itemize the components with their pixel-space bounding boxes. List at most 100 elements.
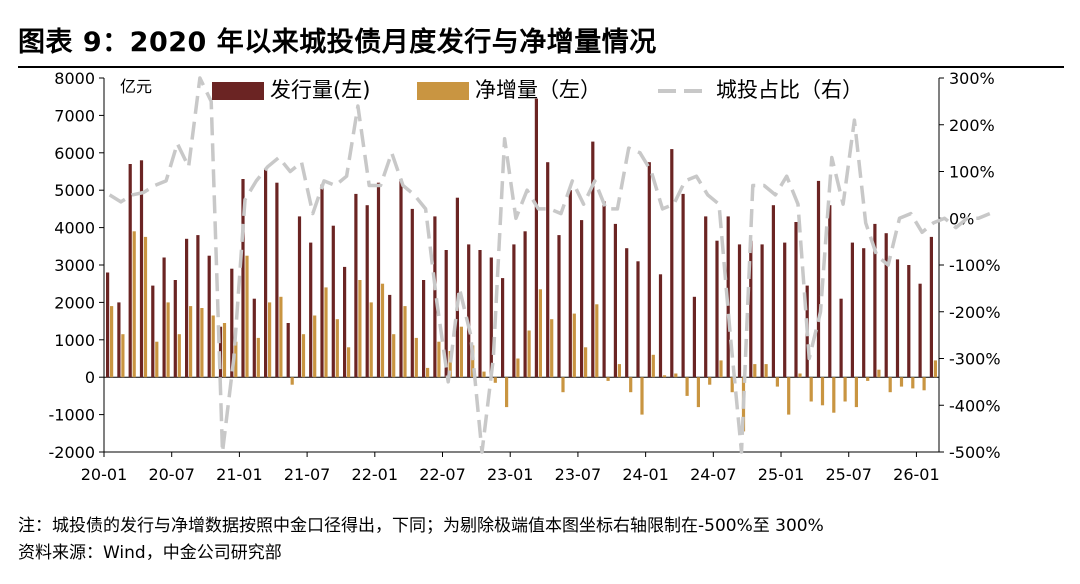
- right-tick-label: 300%: [949, 69, 995, 88]
- issuance-bar: [320, 184, 324, 378]
- axes-layer: 8000 7000 6000 5000 4000 3000 2000 1000 0 -1000 -2…: [49, 69, 1001, 484]
- issuance-bar: [444, 250, 448, 378]
- net-bar: [268, 302, 272, 378]
- issuance-bar: [568, 190, 572, 378]
- issuance-bar: [929, 236, 933, 378]
- net-bar: [132, 231, 136, 378]
- issuance-bar: [534, 98, 538, 378]
- net-bar: [177, 334, 181, 378]
- left-tick-label: 5000: [54, 181, 95, 200]
- net-bar: [335, 319, 339, 378]
- net-bar: [516, 358, 520, 378]
- issuance-bar: [523, 231, 527, 378]
- ratio-line: [108, 76, 991, 454]
- net-bar: [301, 334, 306, 378]
- issuance-bar: [286, 323, 290, 378]
- net-bar: [832, 377, 836, 413]
- net-bar: [933, 360, 937, 378]
- issuance-bar: [173, 280, 177, 378]
- issuance-bar: [365, 205, 369, 378]
- net-bar: [222, 323, 227, 378]
- x-tick-label: 24-07: [690, 465, 737, 484]
- net-bar: [550, 319, 554, 378]
- issuance-bar: [602, 201, 606, 378]
- net-bar: [572, 313, 576, 378]
- x-tick-label: 21-07: [284, 465, 331, 484]
- issuance-bar: [117, 302, 121, 378]
- left-tick-label: 4000: [54, 219, 95, 238]
- left-tick-label: -1000: [49, 406, 96, 425]
- issuance-bar: [478, 250, 482, 378]
- issuance-bar: [760, 244, 764, 378]
- net-bar: [662, 375, 667, 378]
- net-bar: [719, 360, 723, 378]
- x-tick-label: 24-01: [622, 465, 669, 484]
- net-bar: [459, 326, 463, 378]
- left-tick-label: 1000: [54, 331, 95, 350]
- net-bar: [899, 377, 904, 387]
- issuance-bar: [658, 274, 663, 378]
- net-bar: [414, 337, 418, 378]
- left-tick-label: 7000: [54, 106, 95, 125]
- title-rule: [18, 66, 1064, 68]
- net-bar: [245, 255, 249, 378]
- net-bar: [211, 315, 215, 378]
- left-tick-label: 2000: [54, 293, 95, 312]
- net-bar: [527, 330, 531, 378]
- issuance-bar: [873, 223, 877, 378]
- net-bar: [121, 334, 125, 378]
- issuance-bar: [692, 296, 696, 378]
- net-bar: [324, 287, 328, 378]
- issuance-bar: [715, 240, 719, 378]
- source-note: 资料来源：Wind，中金公司研究部: [18, 543, 282, 563]
- issuance-bar: [670, 149, 674, 378]
- net-bar: [347, 347, 351, 378]
- net-bar: [155, 341, 159, 378]
- issuance-bar: [399, 179, 403, 378]
- net-bar: [426, 367, 430, 378]
- net-bar: [787, 377, 791, 415]
- x-tick-label: 22-07: [419, 465, 466, 484]
- issuance-bar: [410, 208, 414, 378]
- issuance-bar: [354, 193, 358, 378]
- left-tick-label: 8000: [54, 69, 95, 88]
- net-bar: [685, 377, 689, 396]
- issuance-bar: [196, 235, 200, 378]
- legend: 发行量(左) 净增量（左） 城投占比（右）: [212, 78, 863, 102]
- bars-layer: [106, 98, 937, 432]
- issuance-bar: [388, 294, 392, 378]
- legend-label-issuance: 发行量(左): [270, 78, 370, 102]
- issuance-bar: [343, 266, 347, 378]
- ratio-line-layer: [108, 76, 991, 454]
- issuance-bar: [162, 257, 166, 378]
- x-tick-label: 22-01: [352, 465, 399, 484]
- issuance-bar: [252, 298, 256, 378]
- net-bar: [629, 377, 633, 393]
- issuance-bar: [783, 242, 787, 378]
- net-bar: [640, 377, 644, 415]
- net-bar: [110, 306, 114, 378]
- x-tick-label: 25-07: [825, 465, 872, 484]
- issuance-bar: [850, 242, 854, 378]
- issuance-bar: [185, 238, 189, 378]
- issuance-bar: [895, 259, 900, 378]
- issuance-bar: [749, 240, 753, 378]
- issuance-bar: [828, 205, 832, 378]
- issuance-bar: [264, 169, 268, 378]
- net-bar: [877, 369, 881, 378]
- issuance-bar: [297, 216, 302, 378]
- issuance-bar: [907, 265, 911, 378]
- x-tick-label: 23-07: [555, 465, 602, 484]
- net-bar: [290, 377, 294, 385]
- issuance-bar: [681, 193, 685, 378]
- net-bar: [888, 377, 892, 393]
- net-bar: [696, 377, 700, 408]
- issuance-bar: [512, 244, 516, 378]
- issuance-bar: [331, 225, 335, 378]
- net-bar: [493, 377, 497, 383]
- issuance-bar: [591, 141, 595, 378]
- net-bar: [380, 283, 385, 378]
- net-bar: [866, 377, 870, 381]
- right-tick-label: -300%: [949, 350, 1001, 369]
- issuance-bar: [433, 216, 437, 378]
